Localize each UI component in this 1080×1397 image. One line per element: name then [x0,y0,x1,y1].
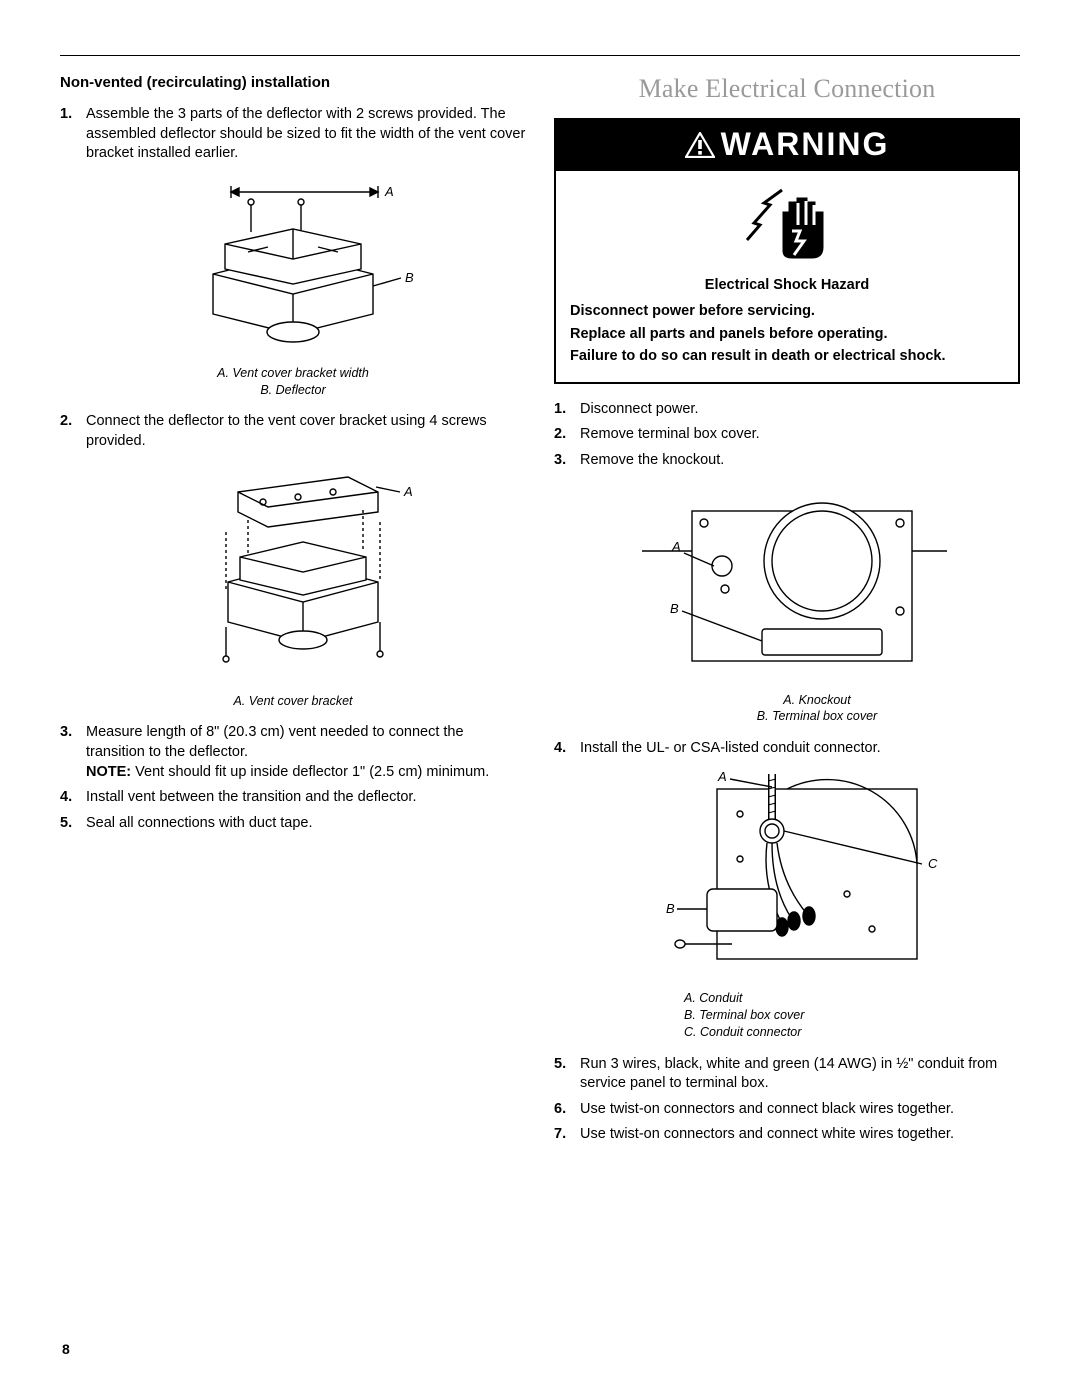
figure-conduit: A B C [554,769,1020,984]
figure3-caption: A. Knockout B. Terminal box cover [554,692,1020,726]
fig1-caption-b: B. Deflector [260,383,325,397]
fig4-caption-a: A. Conduit [684,991,742,1005]
warning-header: WARNING [556,120,1018,171]
note-label: NOTE: [86,764,131,780]
fig4-caption-b: B. Terminal box cover [684,1008,804,1022]
svg-text:A: A [384,184,394,199]
warning-header-text: WARNING [721,126,890,163]
warning-line: Replace all parts and panels before oper… [570,323,1004,345]
right-steps-3: Run 3 wires, black, white and green (14 … [554,1055,1020,1145]
figure-deflector-assembly: A B [60,174,526,359]
step-item: Connect the deflector to the vent cover … [60,412,526,451]
left-steps-2: Connect the deflector to the vent cover … [60,412,526,451]
left-steps-3: Measure length of 8" (20.3 cm) vent need… [60,723,526,833]
figure-knockout: A B [554,481,1020,686]
step-item: Run 3 wires, black, white and green (14 … [554,1055,1020,1094]
figure2-caption: A. Vent cover bracket [60,693,526,710]
step-item: Assemble the 3 parts of the deflector wi… [60,105,526,164]
page-number: 8 [62,1341,70,1357]
fig3-caption-b: B. Terminal box cover [757,709,877,723]
fig1-caption-a: A. Vent cover bracket width [217,366,369,380]
svg-text:B: B [670,601,679,616]
step-item: Disconnect power. [554,400,1020,420]
section-title: Make Electrical Connection [554,74,1020,104]
warning-line: Disconnect power before servicing. [570,300,1004,322]
fig2-caption-a: A. Vent cover bracket [233,694,352,708]
svg-text:A: A [671,539,681,554]
warning-box: WARNING [554,118,1020,384]
step-item: Use twist-on connectors and connect whit… [554,1125,1020,1145]
right-column: Make Electrical Connection WARNING [554,74,1020,1151]
figure4-caption: A. Conduit B. Terminal box cover C. Cond… [554,990,1020,1041]
note-text: Vent should fit up inside deflector 1" (… [131,764,489,780]
step-item: Remove terminal box cover. [554,425,1020,445]
two-column-layout: Non-vented (recirculating) installation … [60,74,1020,1151]
svg-text:B: B [405,270,414,285]
top-rule [60,55,1020,56]
right-steps-1: Disconnect power. Remove terminal box co… [554,400,1020,471]
step-item: Remove the knockout. [554,451,1020,471]
svg-text:B: B [666,901,675,916]
step-item: Install vent between the transition and … [60,788,526,808]
left-steps-1: Assemble the 3 parts of the deflector wi… [60,105,526,164]
figure-bracket-deflector: A [60,462,526,687]
svg-text:A: A [717,769,727,784]
warning-body: Electrical Shock Hazard Disconnect power… [556,268,1018,382]
left-subhead: Non-vented (recirculating) installation [60,74,526,91]
figure1-caption: A. Vent cover bracket width B. Deflector [60,365,526,399]
warning-triangle-icon [685,132,715,158]
fig4-caption-c: C. Conduit connector [684,1025,801,1039]
left-column: Non-vented (recirculating) installation … [60,74,526,1151]
step-item: Use twist-on connectors and connect blac… [554,1100,1020,1120]
step3-text: Measure length of 8" (20.3 cm) vent need… [86,724,464,760]
shock-hazard-icon [556,171,1018,268]
warning-line: Failure to do so can result in death or … [570,345,1004,367]
step-item: Seal all connections with duct tape. [60,814,526,834]
hazard-title: Electrical Shock Hazard [570,274,1004,296]
svg-text:C: C [928,856,938,871]
step-item: Measure length of 8" (20.3 cm) vent need… [60,723,526,782]
step-item: Install the UL- or CSA-listed conduit co… [554,739,1020,759]
right-steps-2: Install the UL- or CSA-listed conduit co… [554,739,1020,759]
svg-text:A: A [403,484,413,499]
fig3-caption-a: A. Knockout [783,693,850,707]
